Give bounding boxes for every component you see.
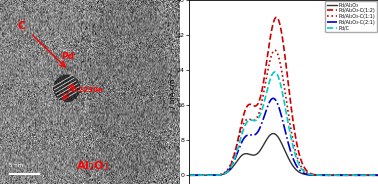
Legend: Pd/Al₂O₃, Pd/Al₂O₃-C(1:2), Pd/Al₂O₃-C(1:1), Pd/Al₂O₃-C(2:1), Pd/C: Pd/Al₂O₃, Pd/Al₂O₃-C(1:2), Pd/Al₂O₃-C(1:…	[325, 1, 377, 32]
Y-axis label: i / mA cm⁻²: i / mA cm⁻²	[169, 72, 175, 112]
Text: C: C	[18, 22, 26, 31]
Text: Al$_2$O$_3$: Al$_2$O$_3$	[76, 159, 109, 173]
Text: 0.2230n: 0.2230n	[72, 87, 104, 93]
Text: Pd: Pd	[61, 52, 74, 61]
Text: 5 nm: 5 nm	[9, 163, 23, 168]
